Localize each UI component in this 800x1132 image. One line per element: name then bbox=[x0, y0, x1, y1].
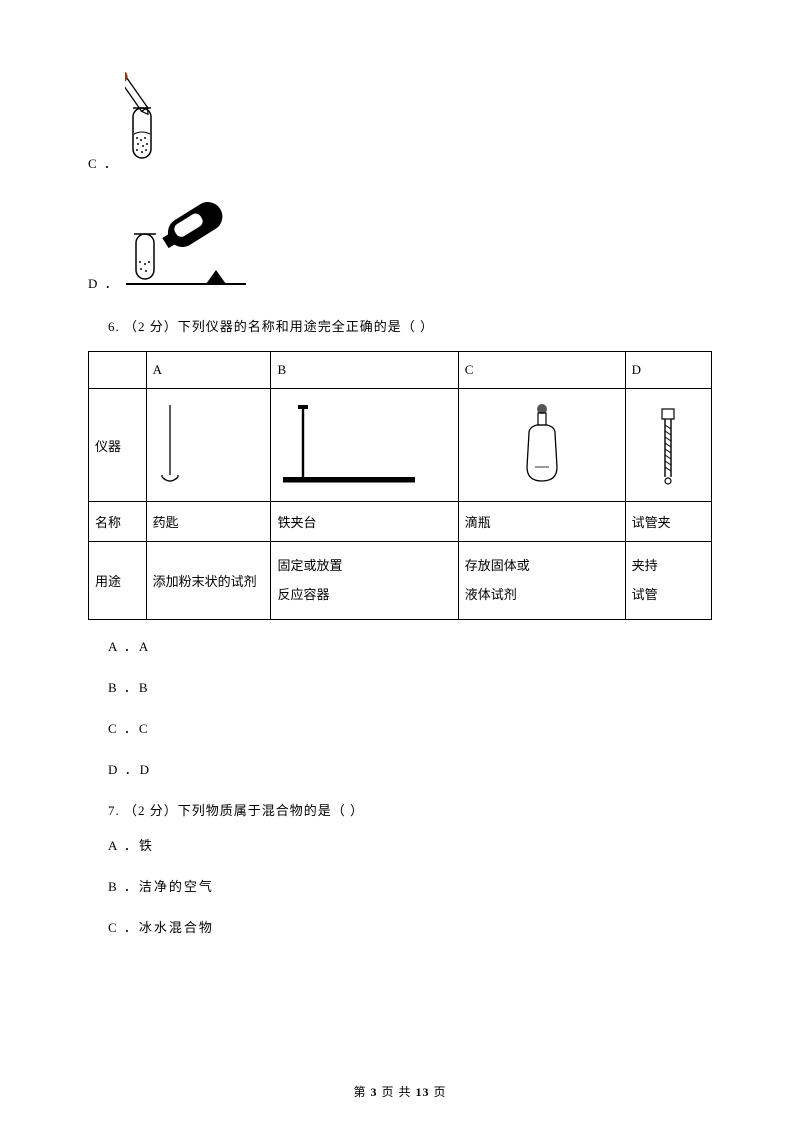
footer-total: 13 bbox=[416, 1085, 430, 1099]
option-c-label: C ． bbox=[88, 153, 119, 172]
cell: 用途 bbox=[89, 542, 147, 620]
equipment-table: A B C D 仪器 bbox=[88, 351, 712, 620]
q7-option-b: B ．洁净的空气 bbox=[108, 876, 712, 895]
cell-line: 固定或放置 bbox=[277, 558, 342, 573]
cell: 铁夹台 bbox=[271, 502, 458, 542]
cell: 仪器 bbox=[89, 389, 147, 502]
cell-blank bbox=[89, 352, 147, 389]
cell-img-a bbox=[146, 389, 271, 502]
table-row: 用途 添加粉末状的试剂 固定或放置 反应容器 存放固体或 液体试剂 夹持 试管 bbox=[89, 542, 712, 620]
option-d-figure bbox=[126, 196, 266, 292]
q6-option-a: A ．A bbox=[108, 636, 712, 655]
q6-text: 下列仪器的名称和用途完全正确的是（ ） bbox=[178, 319, 434, 334]
cell: D bbox=[625, 352, 711, 389]
cell-line: 夹持 bbox=[632, 558, 658, 573]
q6-prefix: 6. （2 分） bbox=[108, 319, 178, 334]
cell-img-b bbox=[271, 389, 458, 502]
option-c: C ． bbox=[88, 68, 712, 172]
q6-option-b: B ．B bbox=[108, 677, 712, 696]
cell-line: 试管 bbox=[632, 587, 658, 602]
cell: 药匙 bbox=[146, 502, 271, 542]
question-6: 6. （2 分）下列仪器的名称和用途完全正确的是（ ） bbox=[108, 316, 712, 335]
q7-prefix: 7. （2 分） bbox=[108, 803, 178, 818]
table-row: A B C D bbox=[89, 352, 712, 389]
q6-option-c: C ．C bbox=[108, 718, 712, 737]
cell: A bbox=[146, 352, 271, 389]
q7-text: 下列物质属于混合物的是（ ） bbox=[178, 803, 364, 818]
cell-line: 反应容器 bbox=[277, 587, 329, 602]
q7-option-c: C ．冰水混合物 bbox=[108, 917, 712, 936]
q7-option-a: A ．铁 bbox=[108, 835, 712, 854]
option-d: D ． bbox=[88, 196, 712, 292]
footer-text: 页 bbox=[430, 1085, 447, 1099]
cell: 添加粉末状的试剂 bbox=[146, 542, 271, 620]
footer-text: 页 共 bbox=[377, 1085, 415, 1099]
cell: C bbox=[458, 352, 625, 389]
footer-text: 第 bbox=[353, 1085, 370, 1099]
option-d-label: D ． bbox=[88, 273, 120, 292]
cell: 滴瓶 bbox=[458, 502, 625, 542]
cell: 存放固体或 液体试剂 bbox=[458, 542, 625, 620]
question-7: 7. （2 分）下列物质属于混合物的是（ ） bbox=[108, 800, 712, 819]
cell-img-c bbox=[458, 389, 625, 502]
cell: 夹持 试管 bbox=[625, 542, 711, 620]
cell: B bbox=[271, 352, 458, 389]
option-c-figure bbox=[125, 68, 195, 172]
table-row: 名称 药匙 铁夹台 滴瓶 试管夹 bbox=[89, 502, 712, 542]
page-footer: 第 3 页 共 13 页 bbox=[0, 1083, 800, 1100]
cell-line: 液体试剂 bbox=[465, 587, 517, 602]
table-row: 仪器 bbox=[89, 389, 712, 502]
cell: 名称 bbox=[89, 502, 147, 542]
cell: 固定或放置 反应容器 bbox=[271, 542, 458, 620]
cell-line: 存放固体或 bbox=[465, 558, 530, 573]
cell-img-d bbox=[625, 389, 711, 502]
cell: 试管夹 bbox=[625, 502, 711, 542]
q6-option-d: D ．D bbox=[108, 759, 712, 778]
